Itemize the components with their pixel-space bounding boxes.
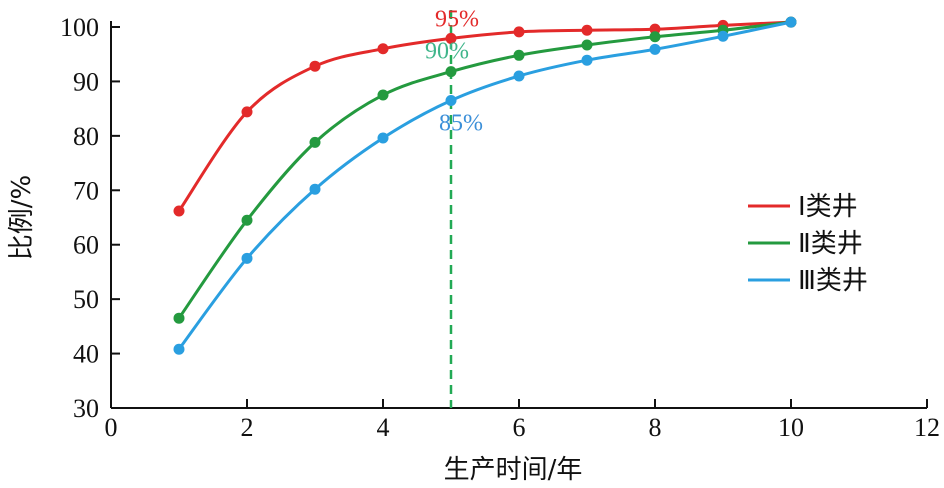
data-point xyxy=(785,16,797,28)
annotations-group: 95% 90% 85% xyxy=(425,6,483,136)
series-1 xyxy=(173,16,797,217)
data-point xyxy=(173,312,185,324)
annotation-label: 90% xyxy=(425,39,469,65)
series-line xyxy=(177,20,792,212)
series-line xyxy=(177,20,792,320)
data-point xyxy=(309,136,321,148)
legend-item: Ⅰ类井 xyxy=(748,192,858,222)
data-point xyxy=(513,26,525,38)
data-point xyxy=(513,70,525,82)
data-point xyxy=(173,343,185,355)
x-axis-title: 生产时间/年 xyxy=(444,455,583,485)
annotation-label: 85% xyxy=(439,110,483,136)
axes: 30 40 50 60 70 80 90 100 0 2 4 6 8 10 12 xyxy=(60,13,940,442)
x-tick-label: 12 xyxy=(914,413,940,442)
legend-label: Ⅰ类井 xyxy=(798,192,858,222)
data-point xyxy=(581,24,593,36)
data-point xyxy=(445,94,457,106)
x-tick-label: 4 xyxy=(377,413,390,442)
legend-item: Ⅱ类井 xyxy=(748,229,863,259)
data-point xyxy=(377,43,389,55)
legend-item: Ⅲ类井 xyxy=(748,266,868,296)
data-point xyxy=(173,205,185,217)
data-point xyxy=(717,30,729,42)
annotation-label: 95% xyxy=(435,6,479,32)
legend: Ⅰ类井 Ⅱ类井 Ⅲ类井 xyxy=(748,192,868,296)
data-point xyxy=(513,49,525,61)
y-tick-label: 50 xyxy=(73,285,99,314)
data-point xyxy=(377,132,389,144)
series-3 xyxy=(173,16,797,355)
data-point xyxy=(581,54,593,66)
y-axis-title: 比例/% xyxy=(7,175,37,260)
x-tick-label: 8 xyxy=(649,413,662,442)
data-point xyxy=(649,43,661,55)
x-tick-label: 0 xyxy=(105,413,118,442)
x-tick-label: 2 xyxy=(241,413,254,442)
series-line xyxy=(177,20,792,351)
x-tick-label: 6 xyxy=(513,413,526,442)
data-point xyxy=(581,39,593,51)
data-point xyxy=(241,106,253,118)
y-tick-label: 30 xyxy=(73,394,99,423)
y-tick-label: 80 xyxy=(73,122,99,151)
data-point xyxy=(649,31,661,43)
x-tick-label: 10 xyxy=(778,413,804,442)
data-point xyxy=(445,66,457,78)
y-tick-label: 70 xyxy=(73,176,99,205)
y-tick-label: 100 xyxy=(60,13,99,42)
y-tick-label: 60 xyxy=(73,231,99,260)
data-point xyxy=(241,214,253,226)
y-tick-label: 40 xyxy=(73,340,99,369)
y-tick-label: 90 xyxy=(73,67,99,96)
legend-label: Ⅲ类井 xyxy=(798,266,868,296)
series-2 xyxy=(173,16,797,324)
data-point xyxy=(445,32,457,44)
series-group xyxy=(173,16,797,355)
data-point xyxy=(241,252,253,264)
data-point xyxy=(649,23,661,35)
data-point xyxy=(309,183,321,195)
legend-label: Ⅱ类井 xyxy=(798,229,863,259)
data-point xyxy=(309,60,321,72)
data-point xyxy=(377,89,389,101)
